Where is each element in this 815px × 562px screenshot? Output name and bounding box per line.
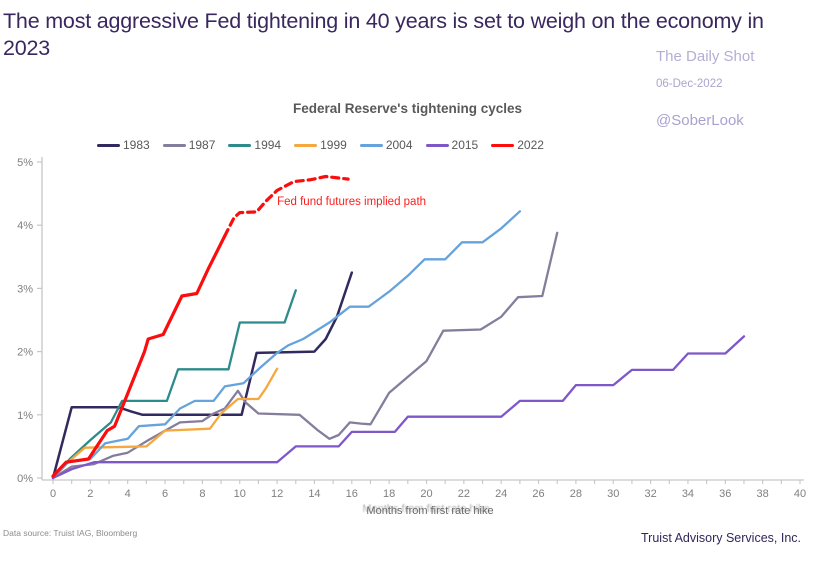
x-tick-label: 0 bbox=[50, 488, 56, 500]
legend-item-1987: 1987 bbox=[162, 138, 216, 152]
x-tick-label: 24 bbox=[495, 488, 507, 500]
chart-title: Federal Reserve's tightening cycles bbox=[292, 101, 523, 116]
x-tick-label: 32 bbox=[644, 488, 656, 500]
y-tick-label: 5% bbox=[17, 157, 33, 169]
x-tick-label: 36 bbox=[719, 488, 731, 500]
legend-swatch-2015 bbox=[425, 143, 449, 147]
legend-item-2015: 2015 bbox=[425, 138, 479, 152]
legend-item-1994: 1994 bbox=[228, 138, 281, 152]
x-tick-label: 18 bbox=[383, 488, 395, 500]
x-tick-label: 4 bbox=[125, 488, 131, 500]
legend-label-2004: 2004 bbox=[385, 138, 413, 152]
watermark-daily-shot: The Daily Shot bbox=[656, 48, 755, 65]
x-tick-label: 34 bbox=[682, 488, 694, 500]
legend-label-2015: 2015 bbox=[451, 138, 479, 152]
legend-item-1983: 1983 bbox=[97, 138, 150, 152]
legend-item-2004: 2004 bbox=[359, 138, 413, 152]
series-line-2004 bbox=[51, 210, 522, 480]
x-tick-label: 8 bbox=[199, 488, 205, 500]
chart-legend: 1983 1987 1994 1999 2004 2015 2022 bbox=[97, 138, 567, 152]
series-line-1999 bbox=[51, 367, 279, 480]
x-axis-label-text: Months from first rate hike bbox=[366, 505, 494, 517]
x-tick-label: 10 bbox=[234, 488, 246, 500]
series-line-1987 bbox=[51, 231, 559, 480]
data-source-note: Data source: Truist IAG, Bloomberg bbox=[3, 528, 138, 538]
y-tick-label: 2% bbox=[17, 347, 33, 359]
x-tick-label: 16 bbox=[346, 488, 358, 500]
legend-label-1983: 1983 bbox=[123, 138, 150, 152]
y-tick-label: 3% bbox=[17, 283, 33, 295]
annotation-fed-futures: Fed fund futures implied path bbox=[277, 196, 426, 208]
series-line-2022-futures-implied bbox=[223, 174, 350, 238]
y-tick-label: 1% bbox=[17, 410, 33, 422]
x-tick-label: 40 bbox=[794, 488, 806, 500]
x-axis-label-ghost: Months from first rate hike bbox=[362, 503, 490, 515]
legend-swatch-1983 bbox=[97, 143, 120, 147]
legend-label-1999: 1999 bbox=[320, 138, 347, 152]
x-tick-label: 38 bbox=[757, 488, 769, 500]
legend-swatch-2022 bbox=[491, 143, 515, 147]
x-tick-label: 26 bbox=[532, 488, 544, 500]
x-tick-label: 30 bbox=[607, 488, 619, 500]
x-tick-label: 2 bbox=[87, 488, 93, 500]
series-line-2015 bbox=[51, 335, 746, 480]
series-line-1994 bbox=[51, 289, 297, 480]
legend-label-2022: 2022 bbox=[517, 138, 544, 152]
legend-item-2022: 2022 bbox=[491, 138, 544, 152]
legend-swatch-1994 bbox=[228, 143, 252, 147]
footer-company: Truist Advisory Services, Inc. bbox=[641, 531, 801, 545]
series-line-2022 bbox=[51, 234, 227, 478]
watermark-date: 06-Dec-2022 bbox=[656, 78, 723, 90]
x-tick-label: 20 bbox=[420, 488, 432, 500]
legend-swatch-1987 bbox=[162, 143, 186, 147]
x-tick-label: 28 bbox=[570, 488, 582, 500]
x-tick-label: 14 bbox=[308, 488, 320, 500]
legend-item-1999: 1999 bbox=[294, 138, 347, 152]
x-tick-label: 22 bbox=[458, 488, 470, 500]
x-axis-label: Months from first rate hike Months from … bbox=[0, 503, 815, 517]
y-tick-label: 4% bbox=[17, 220, 33, 232]
page-title: The most aggressive Fed tightening in 40… bbox=[3, 9, 764, 60]
x-tick-label: 6 bbox=[162, 488, 168, 500]
watermark-handle: @SoberLook bbox=[656, 112, 744, 129]
legend-swatch-1999 bbox=[294, 143, 318, 147]
x-tick-label: 12 bbox=[271, 488, 283, 500]
legend-label-1994: 1994 bbox=[254, 138, 282, 152]
y-tick-label: 0% bbox=[17, 473, 33, 485]
legend-label-1987: 1987 bbox=[188, 138, 216, 152]
series-line-1983 bbox=[51, 271, 354, 480]
legend-swatch-2004 bbox=[359, 143, 383, 147]
